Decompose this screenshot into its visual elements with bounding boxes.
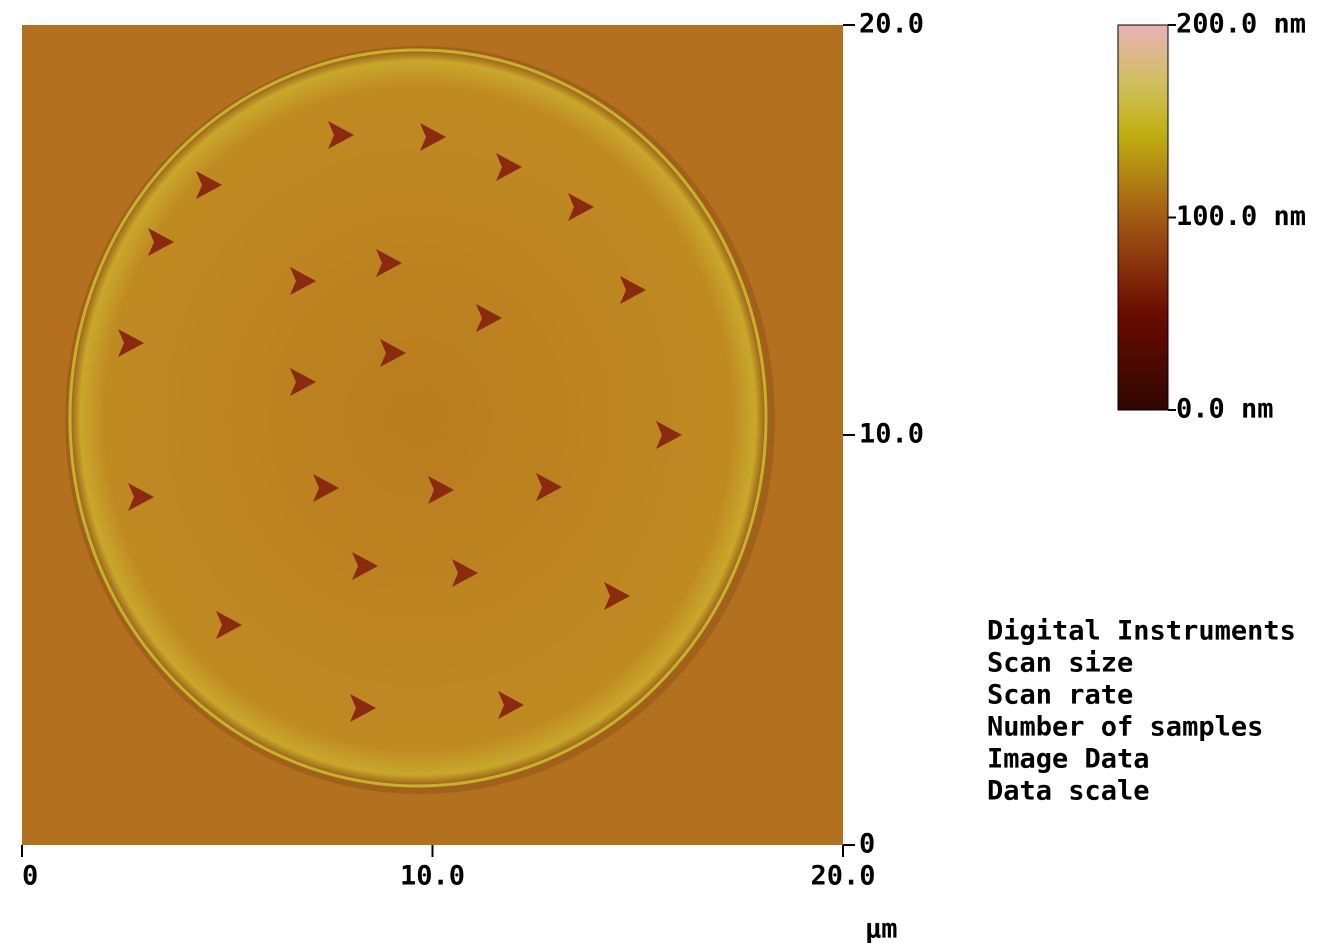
- y-tick-label: 10.0: [859, 419, 924, 450]
- x-tick-label: 0: [22, 861, 38, 892]
- x-tick-label: 10.0: [400, 861, 465, 892]
- y-tick-label: 0: [859, 829, 875, 860]
- x-axis-label: µm: [865, 914, 898, 944]
- info-line: Data scale: [987, 776, 1150, 807]
- y-tick-label: 20.0: [859, 9, 924, 40]
- afm-screen: µm 010.020.0010.020.00.0 nm100.0 nm200.0…: [0, 0, 1334, 944]
- info-line: Image Data: [987, 744, 1150, 775]
- x-tick-label: 20.0: [810, 861, 875, 892]
- z-tick-label: 0.0 nm: [1176, 394, 1274, 425]
- color-bar: [1118, 25, 1168, 410]
- info-line: Scan rate: [987, 680, 1133, 711]
- info-line: Number of samples: [987, 712, 1263, 743]
- info-line: Scan size: [987, 648, 1133, 679]
- info-line: Digital Instruments: [987, 616, 1296, 647]
- disk: [70, 50, 766, 786]
- z-tick-label: 200.0 nm: [1176, 9, 1306, 40]
- z-tick-label: 100.0 nm: [1176, 201, 1306, 232]
